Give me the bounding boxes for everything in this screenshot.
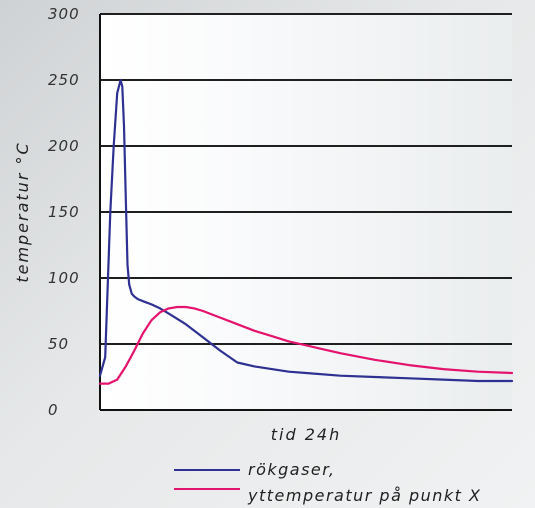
legend: rökgaser, yttemperatur på punkt X bbox=[174, 460, 481, 505]
y-axis-label: temperatur °C bbox=[13, 141, 32, 282]
y-tick-label-100: 100 bbox=[48, 269, 80, 287]
series-line-1 bbox=[98, 305, 514, 385]
y-tick-label-250: 250 bbox=[48, 71, 80, 89]
y-tick-label-0: 0 bbox=[48, 401, 59, 419]
y-tick-label-150: 150 bbox=[48, 203, 80, 221]
y-tick-labels: 0 50 100 150 200 250 300 bbox=[48, 5, 80, 419]
series-line-0 bbox=[98, 78, 514, 383]
legend-label-yttemperatur: yttemperatur på punkt X bbox=[247, 486, 481, 505]
y-tick-label-300: 300 bbox=[48, 5, 80, 23]
y-tick-label-200: 200 bbox=[48, 137, 80, 155]
x-axis-label: tid 24h bbox=[271, 425, 341, 444]
gridlines bbox=[100, 13, 512, 345]
y-tick-label-50: 50 bbox=[48, 335, 69, 353]
series-lines bbox=[98, 78, 514, 385]
legend-label-rokgaser: rökgaser, bbox=[248, 460, 335, 479]
